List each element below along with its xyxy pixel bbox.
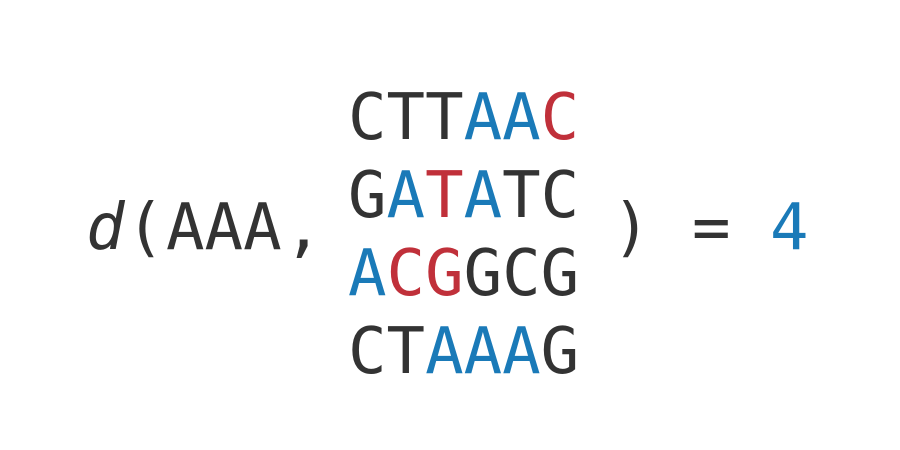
sequence-match-char: A xyxy=(502,315,541,389)
sequence-match-char: A xyxy=(463,315,503,389)
comma: , xyxy=(284,191,323,265)
sequence-char: C xyxy=(502,237,541,311)
sequence-mismatch-char: T xyxy=(425,159,464,233)
sequence-match-char: A xyxy=(463,81,503,155)
open-paren: ( xyxy=(126,191,165,265)
distance-result: 4 xyxy=(770,191,809,265)
close-paren: ) xyxy=(612,191,651,265)
sequence-char: G xyxy=(540,315,580,389)
sequence-char: C xyxy=(348,315,387,389)
sequence-match-char: A xyxy=(425,315,464,389)
sequence-char: G xyxy=(540,237,580,311)
sequence-mismatch-char: G xyxy=(425,237,464,311)
sequence-char: C xyxy=(348,81,387,155)
sequence-mismatch-char: C xyxy=(540,81,580,155)
sequence-row: CTTAAC xyxy=(348,86,579,150)
sequence-char: T xyxy=(425,81,464,155)
sequence-row: CTAAAG xyxy=(348,320,579,384)
sequence-match-char: A xyxy=(463,159,503,233)
sequence-char: T xyxy=(502,159,541,233)
sequence-match-char: A xyxy=(502,81,541,155)
sequence-char: T xyxy=(386,81,426,155)
sequence-char: T xyxy=(386,315,426,389)
sequence-row: ACGGCG xyxy=(348,242,579,306)
sequence-mismatch-char: C xyxy=(386,237,426,311)
query-pattern: AAA xyxy=(166,191,282,265)
sequence-char: G xyxy=(463,237,503,311)
sequence-row: GATATC xyxy=(348,164,579,228)
sequence-char: G xyxy=(348,159,387,233)
function-name: d xyxy=(86,191,125,265)
sequence-match-char: A xyxy=(348,237,387,311)
sequence-char: C xyxy=(540,159,580,233)
equals-sign: = xyxy=(692,191,731,265)
sequence-match-char: A xyxy=(386,159,426,233)
